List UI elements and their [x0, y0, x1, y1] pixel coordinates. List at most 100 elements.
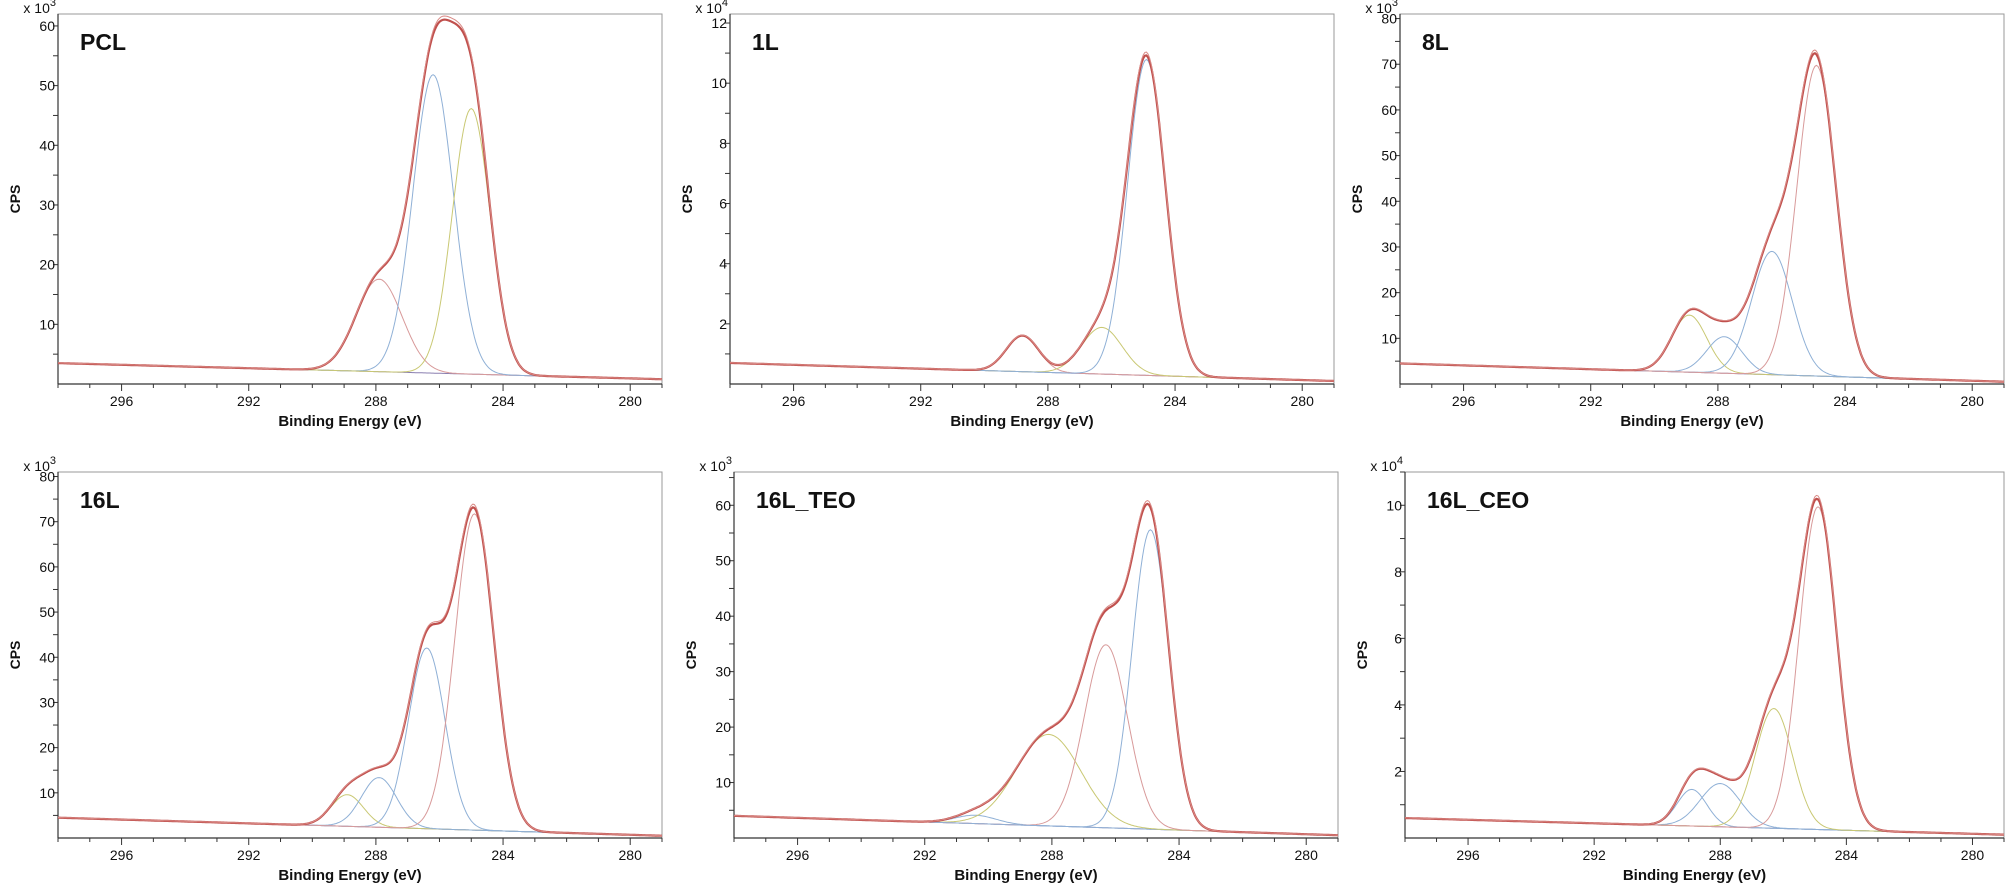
x-tick-label: 284 [1833, 393, 1857, 409]
panel-4: 296 292 288 284 280 10 20 30 40 50 60 x 103 CPS Bindi… [683, 455, 1339, 884]
x-tick-label: 292 [1579, 393, 1603, 409]
panel-title: 16L_CEO [1427, 487, 1529, 513]
x-tick-label: 284 [1835, 847, 1859, 863]
y-tick-label: 60 [1381, 102, 1397, 118]
x-tick-label: 288 [1706, 393, 1730, 409]
component-peak-3 [729, 58, 1335, 382]
component-peak-2 [733, 733, 1338, 836]
plot-frame [57, 471, 663, 839]
plot-frame [729, 13, 1335, 385]
y-tick-label: 10 [1386, 497, 1402, 513]
x-tick-label: 288 [1040, 847, 1064, 863]
y-multiplier-exponent: 4 [1397, 455, 1403, 467]
y-tick-label: 80 [39, 469, 55, 485]
y-tick-label: 80 [1381, 11, 1397, 27]
y-tick-label: 10 [715, 775, 731, 791]
x-tick-label: 296 [1452, 393, 1476, 409]
component-peak-3 [1399, 250, 2004, 383]
component-peak-2 [1404, 782, 2005, 836]
panel-2: 296 292 288 284 280 10 20 30 40 50 60 70 80x 103 CPS B… [1349, 0, 2005, 430]
y-tick-label: 60 [715, 497, 731, 513]
y-multiplier-base: x 10 [23, 0, 50, 16]
plot-frame [57, 13, 663, 385]
plot-frame [733, 471, 1339, 839]
component-peak-3 [57, 108, 662, 380]
envelope-fit [57, 18, 662, 381]
x-tick-label: 284 [1167, 847, 1191, 863]
y-tick-label: 50 [39, 604, 55, 620]
y-tick-label: 40 [39, 137, 55, 153]
component-peak-1 [57, 278, 662, 380]
y-tick-label: 40 [39, 649, 55, 665]
y-multiplier: x 103 [23, 0, 56, 16]
y-tick-label: 4 [1394, 697, 1402, 713]
x-tick-label: 284 [491, 847, 515, 863]
y-multiplier-exponent: 4 [722, 0, 728, 9]
y-multiplier: x 103 [699, 455, 732, 474]
component-peak-4 [58, 513, 662, 837]
y-tick-label: 10 [39, 785, 55, 801]
y-tick-label: 20 [715, 719, 731, 735]
component-peak-3 [1404, 707, 2005, 836]
x-axis-label: Binding Energy (eV) [278, 867, 421, 884]
x-tick-label: 280 [619, 847, 643, 863]
y-multiplier: x 103 [1365, 0, 1398, 16]
x-tick-label: 280 [1961, 847, 1985, 863]
x-tick-label: 292 [909, 393, 933, 409]
y-tick-label: 30 [715, 664, 731, 680]
component-peak-4 [1399, 64, 2004, 383]
y-tick-label: 20 [1381, 285, 1397, 301]
y-multiplier: x 104 [1370, 455, 1403, 474]
y-multiplier-base: x 10 [699, 458, 726, 474]
raw-spectrum [1404, 494, 2004, 836]
y-tick-label: 30 [39, 694, 55, 710]
component-peak-2 [57, 74, 662, 380]
y-tick-label: 2 [1394, 763, 1402, 779]
y-multiplier-exponent: 3 [1392, 0, 1398, 9]
y-tick-label: 4 [719, 256, 727, 272]
y-axis-label: CPS [1349, 185, 1365, 214]
y-tick-label: 10 [711, 75, 727, 91]
x-tick-label: 288 [1709, 847, 1733, 863]
y-tick-label: 50 [1381, 148, 1397, 164]
y-tick-label: 30 [39, 197, 55, 213]
panel-title: PCL [80, 29, 126, 55]
x-tick-label: 296 [1456, 847, 1480, 863]
x-axis-label: Binding Energy (eV) [1620, 413, 1763, 430]
y-multiplier-exponent: 3 [50, 455, 56, 467]
y-multiplier: x 103 [23, 455, 56, 474]
x-axis-label: Binding Energy (eV) [950, 413, 1093, 430]
envelope-fit [58, 506, 662, 837]
x-tick-label: 280 [1295, 847, 1319, 863]
y-tick-label: 8 [719, 135, 727, 151]
x-tick-label: 288 [1036, 393, 1060, 409]
y-multiplier-exponent: 3 [50, 0, 56, 9]
component-peak-4 [1404, 506, 2005, 836]
y-axis-label: CPS [1354, 641, 1370, 670]
x-tick-label: 284 [1163, 393, 1187, 409]
component-peak-4 [733, 529, 1338, 836]
x-tick-label: 296 [786, 847, 810, 863]
panel-title: 16L_TEO [756, 487, 856, 513]
y-tick-label: 10 [1381, 330, 1397, 346]
component-peak-2 [729, 326, 1335, 382]
y-tick-label: 70 [1381, 56, 1397, 72]
x-axis-label: Binding Energy (eV) [278, 413, 421, 430]
component-peak-2 [1399, 336, 2004, 383]
y-tick-label: 20 [39, 740, 55, 756]
y-multiplier-base: x 10 [695, 0, 722, 16]
x-axis-label: Binding Energy (eV) [1623, 867, 1766, 884]
y-multiplier-exponent: 3 [726, 455, 732, 467]
envelope-fit [1399, 52, 2004, 383]
component-peak-1 [58, 794, 662, 837]
y-tick-label: 50 [39, 78, 55, 94]
y-tick-label: 50 [715, 553, 731, 569]
raw-spectrum [1399, 49, 2005, 383]
y-tick-label: 60 [39, 18, 55, 34]
x-tick-label: 292 [1582, 847, 1606, 863]
envelope-fit [729, 54, 1335, 383]
x-tick-label: 288 [364, 393, 388, 409]
